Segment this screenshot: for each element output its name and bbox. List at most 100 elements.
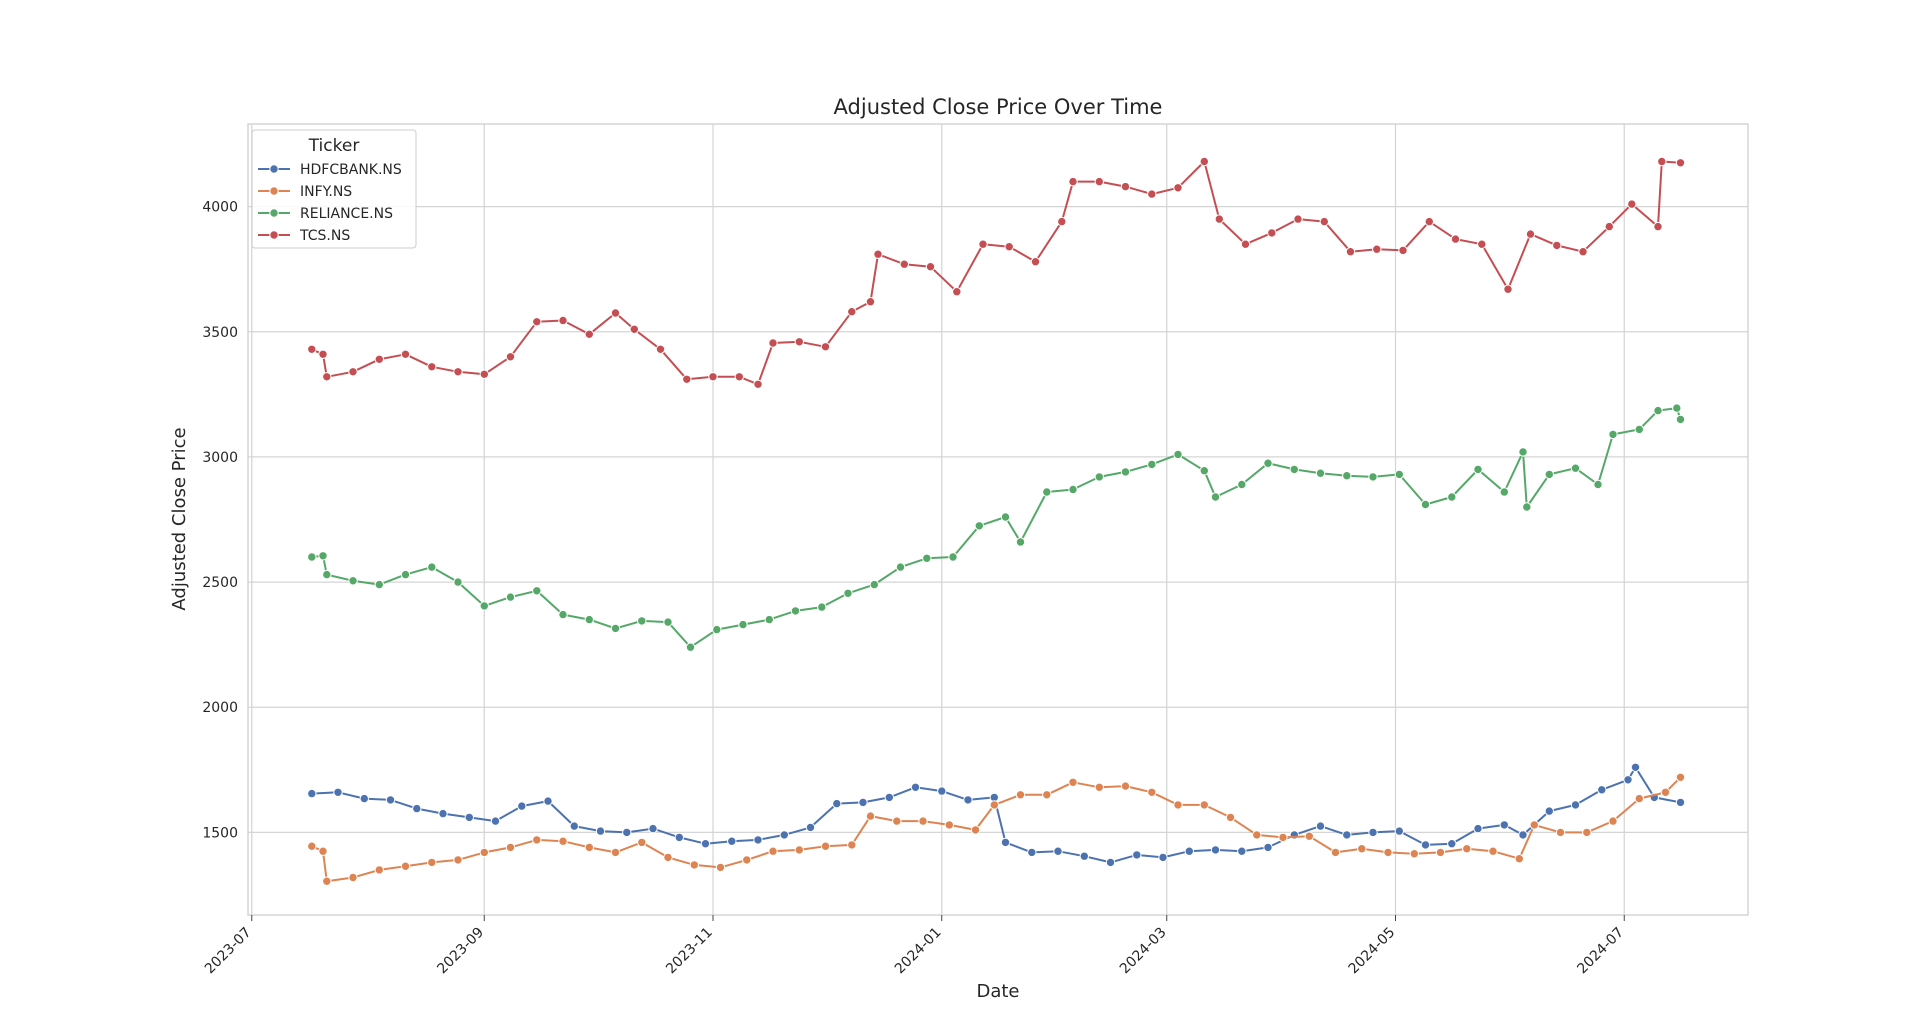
data-point (715, 862, 726, 873)
data-point (558, 609, 568, 620)
data-point (1473, 464, 1483, 475)
data-point (558, 836, 568, 846)
data-point (595, 826, 606, 836)
data-point (517, 801, 527, 811)
data-point (374, 865, 384, 875)
data-point (318, 551, 328, 561)
data-point (558, 315, 568, 326)
data-point (727, 836, 737, 846)
data-point (1675, 797, 1686, 808)
y-tick-label: 3000 (202, 450, 238, 466)
data-point (1330, 847, 1341, 858)
data-point (1158, 852, 1168, 863)
x-tick-label: 2023-11 (663, 925, 716, 978)
data-point (1015, 790, 1026, 800)
data-point (637, 616, 647, 626)
data-point (1225, 812, 1236, 823)
data-point (1147, 787, 1157, 797)
grid-lines (248, 124, 1748, 915)
data-point (1657, 156, 1667, 167)
x-tick-label: 2024-03 (1117, 925, 1170, 978)
data-point (820, 841, 831, 851)
data-point (1660, 787, 1671, 797)
x-axis-title: Date (976, 981, 1019, 1002)
legend-entry: HDFCBANK.NS (258, 162, 402, 178)
chart-title: Adjusted Close Price Over Time (834, 95, 1163, 119)
data-point (1525, 229, 1536, 239)
data-point (1623, 775, 1633, 785)
data-point (1450, 234, 1461, 244)
data-point (307, 552, 317, 562)
data-point (1079, 851, 1090, 861)
data-point (1462, 844, 1472, 854)
data-point (1199, 466, 1210, 476)
data-point (1237, 479, 1247, 490)
data-point (1447, 492, 1457, 502)
data-point (738, 619, 748, 630)
data-point (1555, 827, 1566, 838)
data-point (1477, 239, 1487, 249)
legend-entry: RELIANCE.NS (258, 206, 393, 222)
data-point (532, 835, 542, 845)
data-point (505, 842, 516, 853)
x-tick-label: 2024-07 (1574, 925, 1627, 978)
legend-label: RELIANCE.NS (300, 206, 393, 222)
data-point (1634, 424, 1645, 435)
x-tick-label: 2023-09 (434, 925, 487, 978)
data-point (1672, 403, 1682, 413)
data-point (1409, 849, 1420, 859)
data-point (700, 839, 711, 849)
legend-items: HDFCBANK.NS INFY.NS RELIANCE.NS TCS.NS (258, 162, 402, 244)
data-point (1447, 839, 1457, 849)
data-point (453, 855, 463, 865)
data-point (989, 800, 999, 810)
legend-label: INFY.NS (300, 184, 352, 200)
data-point (348, 872, 358, 883)
data-point (847, 840, 857, 850)
data-point (1184, 846, 1195, 856)
data-point (922, 553, 932, 563)
data-point (359, 793, 369, 804)
data-point (1675, 414, 1686, 425)
data-point (937, 786, 947, 796)
data-point (1027, 847, 1037, 858)
data-point (682, 374, 692, 384)
data-point (948, 552, 958, 562)
data-point (1653, 221, 1663, 232)
data-point (779, 830, 789, 840)
data-point (1488, 846, 1498, 856)
data-point (944, 820, 954, 830)
data-point (1383, 847, 1393, 858)
data-point (708, 372, 718, 382)
data-point (1514, 854, 1525, 864)
data-point (1214, 214, 1225, 224)
data-point (892, 816, 902, 826)
data-point (832, 798, 842, 809)
data-point (505, 592, 516, 602)
data-point (1394, 469, 1405, 480)
data-point (1499, 487, 1510, 497)
data-point (1173, 449, 1183, 460)
data-point (1000, 837, 1011, 848)
data-point (1094, 472, 1105, 482)
data-point (1578, 247, 1588, 257)
data-point (1252, 830, 1262, 840)
data-point (1263, 458, 1273, 468)
data-point (1593, 479, 1603, 490)
data-point (1522, 502, 1532, 512)
data-point (1147, 189, 1157, 199)
data-point (869, 579, 879, 590)
data-point (1210, 492, 1221, 502)
data-point (1289, 464, 1300, 475)
y-tick-label: 1500 (202, 825, 238, 841)
data-point (427, 362, 437, 372)
data-point (655, 344, 666, 354)
data-point (865, 811, 876, 821)
y-tick-label: 3500 (202, 325, 238, 341)
data-point (1420, 499, 1431, 510)
data-point (400, 861, 411, 871)
data-point (1199, 800, 1210, 810)
data-point (865, 297, 876, 307)
